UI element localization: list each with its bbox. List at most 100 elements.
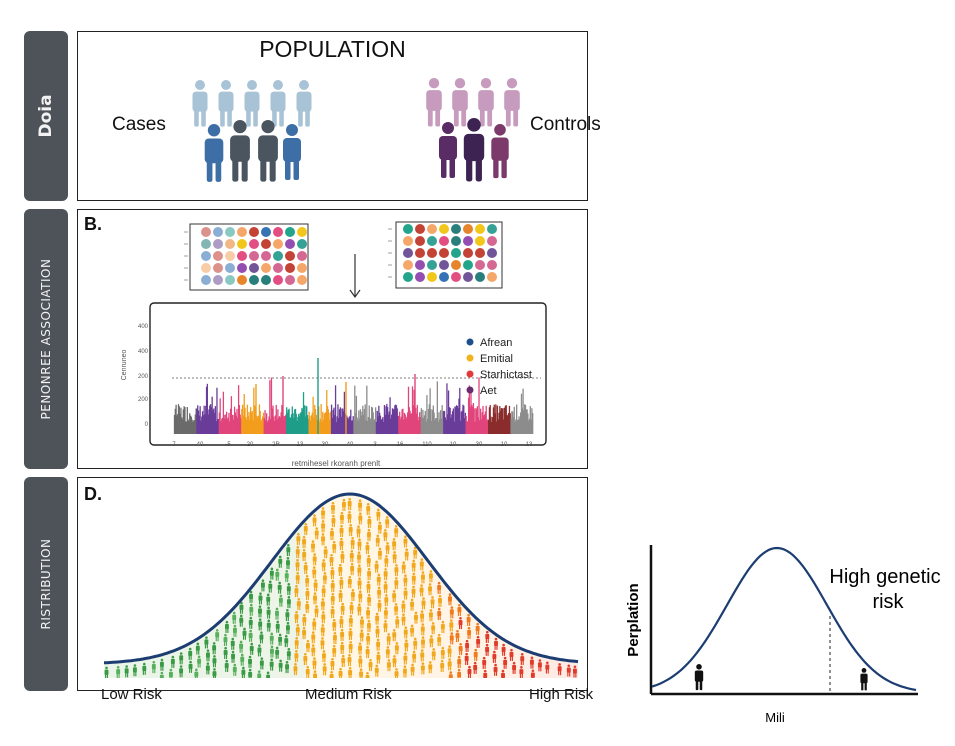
person-icon [339, 524, 344, 538]
person-icon [277, 581, 282, 594]
person-icon [366, 606, 371, 620]
genotype-dot [213, 275, 223, 285]
person-icon [302, 614, 307, 627]
person-icon [320, 598, 325, 611]
person-icon [421, 571, 425, 584]
x-tick-label: 10 [501, 442, 508, 448]
person-icon [347, 654, 352, 667]
person-icon [296, 533, 301, 546]
genotype-dot [225, 251, 235, 261]
person-icon [455, 629, 460, 643]
person-icon [492, 650, 497, 663]
person-icon [260, 579, 265, 592]
person-icon [392, 538, 397, 551]
person-icon [403, 535, 408, 548]
person-icon [170, 655, 175, 668]
person-icon [348, 628, 353, 641]
x-tick-label: 13 [297, 442, 304, 448]
person-icon [478, 78, 494, 127]
person-icon [242, 627, 247, 640]
person-icon [384, 555, 389, 568]
person-icon [295, 624, 300, 637]
person-icon [244, 80, 260, 127]
person-icon [195, 642, 200, 655]
person-icon [385, 646, 390, 659]
person-icon [386, 659, 391, 672]
low-risk-label: Low Risk [101, 686, 162, 703]
y-tick-label: 400 [138, 324, 149, 330]
person-icon [303, 562, 308, 575]
person-icon [358, 590, 363, 603]
person-icon [258, 618, 263, 631]
person-icon [302, 536, 307, 549]
genotype-dot [237, 251, 247, 261]
x-tick-label: 30 [322, 442, 329, 448]
legend-label: Starhictast [480, 369, 532, 381]
genotype-dot [285, 275, 295, 285]
person-icon [311, 644, 316, 657]
person-icon [259, 631, 264, 644]
person-icon [312, 618, 317, 631]
person-icon [350, 563, 355, 576]
person-icon [467, 665, 472, 678]
person-icon [437, 633, 442, 647]
cases-label: Cases [112, 114, 166, 135]
person-icon [473, 661, 478, 674]
person-icon [275, 568, 280, 581]
genotype-dot [273, 263, 283, 273]
person-icon [321, 611, 326, 624]
genotype-dot [225, 239, 235, 249]
genotype-dot [201, 251, 211, 261]
genotype-dot [403, 236, 413, 246]
person-icon [285, 609, 290, 622]
person-icon [458, 616, 463, 630]
person-icon [311, 540, 315, 553]
person-icon [466, 613, 471, 626]
person-icon [305, 601, 310, 614]
population-title: POPULATION [259, 36, 406, 62]
person-icon [313, 592, 317, 605]
person-icon [339, 537, 344, 551]
person-icon [383, 529, 388, 542]
person-icon [377, 586, 382, 599]
person-icon [420, 649, 425, 662]
genotype-dot [415, 236, 425, 246]
person-icon [394, 577, 399, 590]
person-icon [124, 665, 129, 678]
person-icon [504, 78, 520, 127]
person-icon [285, 661, 289, 674]
genotype-dot [261, 227, 271, 237]
genotype-dot [297, 251, 307, 261]
person-icon [392, 551, 397, 564]
person-icon [348, 667, 353, 678]
person-icon [494, 637, 498, 650]
genotype-dot [297, 275, 307, 285]
person-icon [392, 655, 397, 668]
person-icon [218, 80, 234, 127]
genotype-dot [249, 227, 259, 237]
person-icon [347, 576, 352, 589]
person-icon [305, 666, 310, 678]
person-icon [375, 534, 380, 547]
genotype-dot [285, 239, 295, 249]
person-icon [566, 664, 571, 677]
person-icon [294, 650, 299, 663]
legend-item: Starhictast [466, 369, 532, 381]
person-icon [482, 656, 487, 669]
person-icon [188, 660, 193, 673]
person-icon [467, 626, 472, 639]
genotype-dot [297, 239, 307, 249]
person-icon [476, 635, 481, 648]
person-icon [332, 618, 337, 632]
genotype-dot [451, 260, 461, 270]
person-icon [332, 644, 337, 658]
person-icon [447, 645, 452, 658]
annotation-line-2: risk [872, 591, 904, 613]
person-icon [322, 650, 326, 663]
person-icon [330, 566, 335, 580]
person-icon [458, 642, 463, 656]
person-icon [312, 566, 317, 579]
person-icon [431, 648, 436, 661]
genotype-dot [403, 248, 413, 258]
person-icon [232, 624, 237, 637]
